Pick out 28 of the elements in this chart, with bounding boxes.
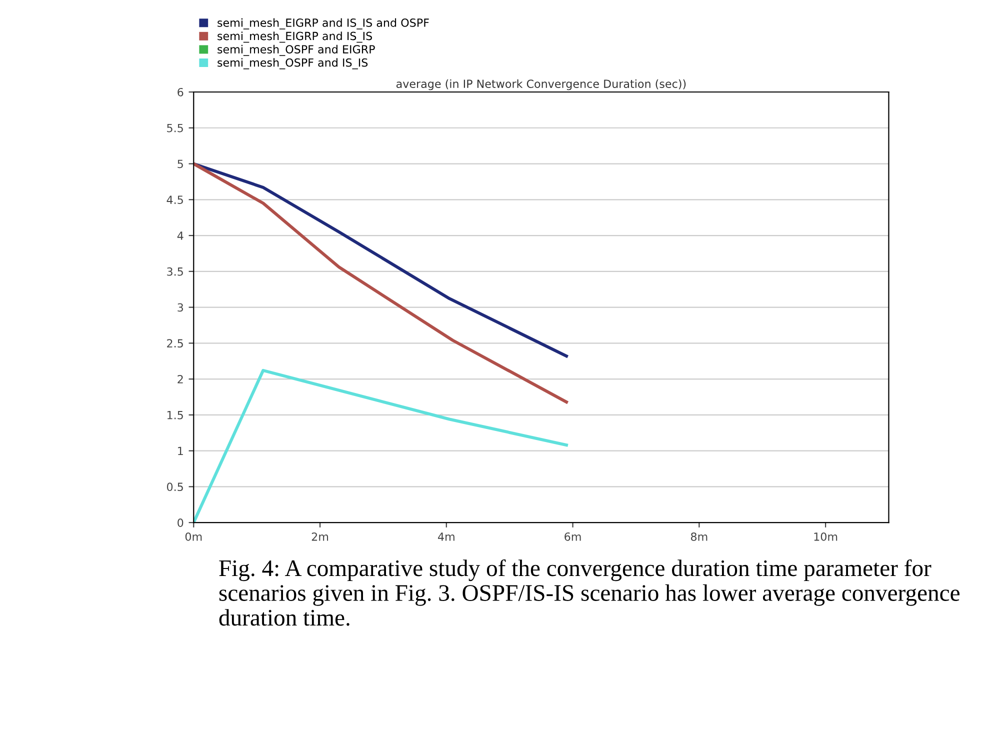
chart-title: average (in IP Network Convergence Duration (sec)) [396,79,686,90]
y-tick-label: 2 [178,375,183,384]
y-tick-label: 4.5 [166,196,183,204]
y-tick-label: 0 [178,518,184,527]
y-tick-label: 1.5 [167,411,183,420]
y-tick-label: 3.5 [167,267,183,276]
y-tick-label: 5 [178,160,183,168]
x-tick-label: 6m [564,532,581,541]
x-tick-label: 2m [312,532,328,541]
x-tick-label: 8m [690,532,708,541]
caption: Fig. 4: A comparative study of the convergence duration time parameter for scenarios given in Fig. 3. OSPF/IS-IS scenario has lower average convergence duration time. [219,559,960,626]
y-tick-label: 6 [178,88,184,96]
legend-label: semi_mesh_OSPF and IS_IS [218,58,368,70]
y-tick-label: 5.5 [167,124,183,132]
x-tick-label: 4m [438,532,454,541]
y-tick-label: 3 [178,303,184,312]
legend-label: semi_mesh_EIGRP and IS_IS [218,32,372,43]
y-tick-label: 0.5 [166,482,183,492]
legend-label: semi_mesh_EIGRP and IS_IS and OSPF [218,18,429,30]
y-tick-label: 4 [177,232,184,240]
legend-label: semi_mesh_OSPF and EIGRP [218,44,375,56]
line-series [194,162,568,404]
line-series [194,162,568,358]
y-tick-label: 1 [178,446,183,456]
x-tick-label: 10m [814,532,838,541]
y-tick-label: 2.5 [167,339,183,348]
line-series [194,368,568,523]
x-tick-label: 0m [185,532,202,541]
